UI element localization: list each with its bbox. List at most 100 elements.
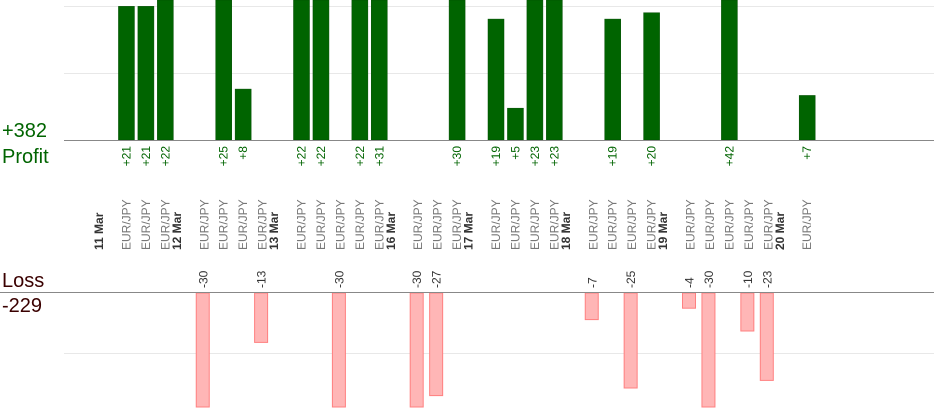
profit-bar [487,18,505,141]
pair-label: EUR/JPY [372,199,386,250]
pair-label: EUR/JPY [333,199,347,250]
pair-label: EUR/JPY [489,199,503,250]
profit-bar [643,12,660,141]
profit-value-label: +22 [158,146,172,167]
profit-value-label: +21 [139,146,153,167]
loss-value-label: -30 [410,270,424,288]
profit-bar [448,0,466,141]
loss-bar [759,292,774,381]
pair-label: EUR/JPY [761,199,775,250]
profit-value-label: +42 [722,146,736,167]
profit-value-label: +22 [314,146,328,167]
profit-value-label: +21 [119,146,133,167]
pair-label: EUR/JPY [197,199,211,250]
profit-value-label: +22 [295,146,309,167]
profit-bar [526,0,544,141]
pair-label: EUR/JPY [742,199,756,250]
pair-label: EUR/JPY [314,199,328,250]
profit-value-label: +22 [353,146,367,167]
pair-label: EUR/JPY [800,199,814,250]
profit-total: +382 [2,120,47,142]
loss-value-label: -27 [430,270,444,288]
profit-bar [507,107,524,141]
profit-bar [312,0,330,141]
profit-bar [351,0,369,141]
date-label: 11 Mar [92,212,106,250]
pair-label: EUR/JPY [645,199,659,250]
profit-value-label: +5 [508,146,522,160]
loss-bar [331,292,346,408]
profit-bar [293,0,310,141]
profit-bar [721,0,738,141]
date-label: 18 Mar [559,212,573,250]
loss-bar [682,292,696,309]
loss-bar [409,292,424,408]
pair-label: EUR/JPY [625,199,639,250]
profit-value-label: +7 [800,146,814,160]
loss-bar [623,292,638,389]
profit-bar [137,6,155,141]
loss-value-label: -4 [683,277,697,288]
loss-value-label: -7 [585,277,599,288]
pair-label: EUR/JPY [256,199,270,250]
profit-value-label: +8 [236,146,250,160]
date-label: 12 Mar [170,212,184,250]
pair-label: EUR/JPY [547,199,561,250]
loss-bar [429,292,444,397]
loss-value-label: -23 [760,270,774,288]
profit-bar [234,88,252,141]
loss-value-label: -30 [332,270,346,288]
loss-value-label: -25 [624,270,638,288]
pair-label: EUR/JPY [703,199,717,250]
pair-label: EUR/JPY [295,199,309,250]
date-label: 19 Mar [656,212,670,250]
loss-bar [584,292,599,321]
loss-bar [254,292,269,343]
profit-value-label: +20 [645,146,659,167]
loss-value-label: -10 [741,270,755,288]
pair-label: EUR/JPY [158,199,172,250]
profit-bar [604,18,621,141]
date-label: 16 Mar [384,212,398,250]
profit-value-label: +31 [372,146,386,167]
profit-value-label: +19 [606,146,620,167]
pair-label: EUR/JPY [431,199,445,250]
date-label: 20 Mar [773,212,787,250]
pair-label: EUR/JPY [586,199,600,250]
pair-label: EUR/JPY [236,199,250,250]
profit-bar [215,0,232,141]
profit-bar [546,0,563,141]
pair-label: EUR/JPY [450,199,464,250]
date-label: 17 Mar [462,212,476,250]
profit-bar [118,6,135,141]
profit-value-label: +23 [528,146,542,167]
loss-value-label: -30 [196,270,210,288]
date-label: 13 Mar [267,212,281,250]
loss-total: -229 [2,295,42,317]
pair-label: EUR/JPY [722,199,736,250]
pair-label: EUR/JPY [508,199,522,250]
pair-label: EUR/JPY [528,199,542,250]
loss-bar [701,292,716,408]
pair-label: EUR/JPY [353,199,367,250]
loss-bar [195,292,210,408]
pair-label: EUR/JPY [139,199,153,250]
pair-label: EUR/JPY [119,199,133,250]
profit-bar [798,95,816,141]
loss-value-label: -30 [702,270,716,288]
pair-label: EUR/JPY [411,199,425,250]
profit-value-label: +19 [489,146,503,167]
profit-value-label: +25 [217,146,231,167]
profit-label: Profit [2,146,49,168]
loss-bar [740,292,755,332]
profit-value-label: +23 [547,146,561,167]
loss-label: Loss [2,270,44,292]
profit-bar [157,0,174,141]
loss-value-label: -13 [255,270,269,288]
profit-value-label: +30 [450,146,464,167]
pair-label: EUR/JPY [217,199,231,250]
pair-label: EUR/JPY [684,199,698,250]
profit-bar [371,0,388,141]
